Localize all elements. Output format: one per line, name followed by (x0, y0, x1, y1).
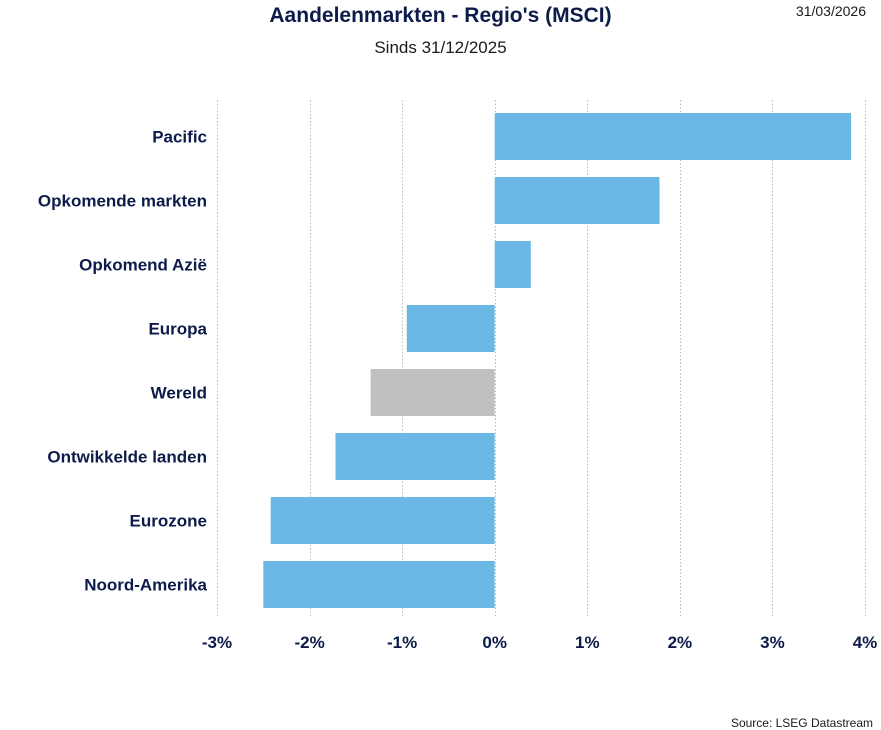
category-labels: Pacific Opkomende markten Opkomend Azië Eur… (38, 128, 208, 595)
bar-opkomende-markten (494, 177, 660, 224)
x-axis-tick-labels: -3% -2% -1% 0% 1% 2% 3% 4% (202, 633, 877, 652)
x-tick-label: 2% (668, 633, 693, 652)
bar-noord-amerika (263, 561, 495, 608)
category-label: Ontwikkelde landen (47, 448, 207, 467)
bars (263, 113, 852, 608)
source-note: Source: LSEG Datastream (730, 716, 873, 730)
chart-title: Aandelenmarkten - Regio's (MSCI) (269, 4, 612, 27)
category-label: Opkomende markten (38, 192, 207, 211)
x-tick-label: 3% (760, 633, 785, 652)
bar-eurozone (270, 497, 495, 544)
x-tick-label: -2% (294, 633, 324, 652)
category-label: Europa (148, 320, 207, 339)
category-label: Eurozone (130, 512, 207, 531)
x-tick-label: 1% (575, 633, 600, 652)
category-label: Noord-Amerika (84, 576, 207, 595)
category-label: Pacific (152, 128, 207, 147)
date-stamp: 31/03/2026 (795, 3, 866, 19)
x-tick-label: -1% (387, 633, 417, 652)
x-tick-label: 0% (482, 633, 507, 652)
bar-pacific (494, 113, 852, 160)
bar-wereld (370, 369, 495, 416)
chart-subtitle: Sinds 31/12/2025 (374, 38, 507, 57)
category-label: Wereld (151, 384, 207, 403)
category-label: Opkomend Azië (79, 256, 207, 275)
bar-europa (406, 305, 495, 352)
x-tick-label: -3% (202, 633, 232, 652)
x-tick-label: 4% (853, 633, 878, 652)
bar-ontwikkelde-landen (335, 433, 495, 480)
bar-opkomend-azi- (494, 241, 531, 288)
